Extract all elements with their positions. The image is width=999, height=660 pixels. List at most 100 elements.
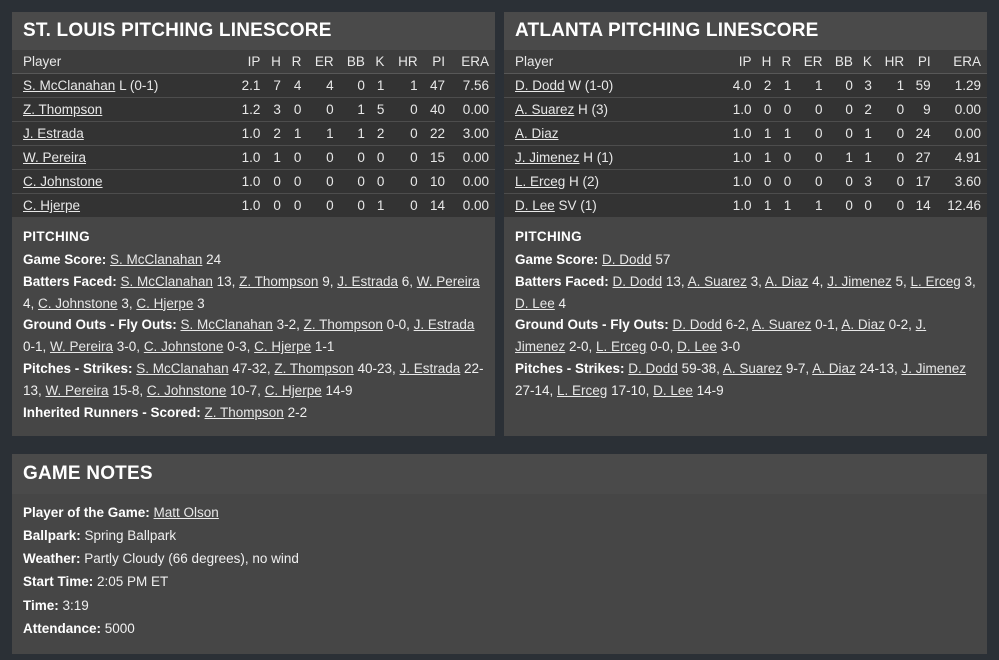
player-link[interactable]: J. Estrada <box>23 126 84 141</box>
player-link[interactable]: J. Estrada <box>337 273 398 289</box>
table-row: A. Diaz 1.0 1 1 0 0 1 0 24 0.00 <box>504 121 987 146</box>
player-link[interactable]: A. Diaz <box>812 361 856 377</box>
player-link[interactable]: L. Erceg <box>557 383 608 399</box>
player-link[interactable]: Z. Thompson <box>303 317 383 333</box>
stat-cell: 1 <box>777 121 798 146</box>
player-link[interactable]: D. Dodd <box>672 317 723 333</box>
player-link[interactable]: S. McClanahan <box>23 78 116 93</box>
player-cell: A. Diaz <box>504 121 727 146</box>
pitching-detail-label: Ground Outs - Fly Outs: <box>23 317 181 333</box>
player-link[interactable]: C. Johnstone <box>146 383 227 399</box>
stat-cell: 59 <box>910 73 937 98</box>
player-link[interactable]: J. Estrada <box>399 361 461 377</box>
player-link[interactable]: W. Pereira <box>416 273 480 289</box>
player-link[interactable]: A. Suarez <box>752 317 812 333</box>
stat-cell: 1 <box>777 193 798 217</box>
player-link[interactable]: W. Pereira <box>45 383 109 399</box>
game-note-value: Partly Cloudy (66 degrees), no wind <box>84 551 299 567</box>
column-header-ip: IP <box>234 50 267 74</box>
stat-cell: 4 <box>286 73 308 98</box>
player-link[interactable]: Z. Thompson <box>23 102 103 117</box>
player-link[interactable]: J. Jimenez <box>515 150 580 165</box>
detail-value: 4 <box>554 295 567 311</box>
table-row: L. Erceg H (2) 1.0 0 0 0 0 3 0 17 3.60 <box>504 169 987 194</box>
stat-cell: 1.0 <box>726 169 758 194</box>
player-link[interactable]: L. Erceg <box>910 273 961 289</box>
pitching-detail-line: Ground Outs - Fly Outs: D. Dodd 6-2, A. … <box>515 314 976 358</box>
player-link[interactable]: S. McClanahan <box>136 361 229 377</box>
detail-value: 13, <box>662 273 688 289</box>
player-link[interactable]: J. Jimenez <box>827 273 892 289</box>
player-link[interactable]: J. Estrada <box>413 317 475 333</box>
stat-cell: 14 <box>423 193 451 217</box>
player-link[interactable]: A. Suarez <box>515 102 575 117</box>
player-link[interactable]: C. Hjerpe <box>136 295 194 311</box>
detail-value: 17-10, <box>607 383 654 399</box>
stat-cell: 0 <box>266 169 287 194</box>
player-link[interactable]: A. Diaz <box>515 126 559 141</box>
stat-cell: 0 <box>828 169 859 194</box>
player-link[interactable]: C. Hjerpe <box>23 198 81 213</box>
detail-value: 40-23, <box>353 361 400 377</box>
stat-cell: 4.0 <box>726 73 758 98</box>
stat-cell: 7 <box>266 73 287 98</box>
player-link[interactable]: J. Jimenez <box>515 317 927 355</box>
player-link[interactable]: D. Lee <box>677 339 717 355</box>
player-link[interactable]: W. Pereira <box>50 339 114 355</box>
stat-cell: 0 <box>339 145 371 170</box>
stat-cell: 0.00 <box>451 145 495 170</box>
game-notes-body: Player of the Game: Matt Olson Ballpark: … <box>12 494 987 640</box>
pitching-detail-line: Game Score: S. McClanahan 24 <box>23 249 484 271</box>
pitching-linescore-panel-away: ATLANTA PITCHING LINESCORE Player IP H R… <box>504 12 987 436</box>
player-link[interactable]: J. Jimenez <box>901 361 967 377</box>
player-link[interactable]: C. Hjerpe <box>264 383 322 399</box>
pitching-detail-line: Pitches - Strikes: S. McClanahan 47-32, … <box>23 358 484 402</box>
stat-cell: 1.0 <box>234 145 267 170</box>
player-link[interactable]: A. Suarez <box>687 273 747 289</box>
player-link[interactable]: A. Suarez <box>722 361 783 377</box>
player-link[interactable]: D. Lee <box>515 198 555 213</box>
player-link[interactable]: L. Erceg <box>596 339 647 355</box>
player-link[interactable]: S. McClanahan <box>180 317 273 333</box>
stat-cell: 0 <box>858 193 878 217</box>
player-cell: J. Jimenez H (1) <box>504 145 727 170</box>
player-link[interactable]: Z. Thompson <box>239 273 319 289</box>
panel-title-st-louis: ST. LOUIS PITCHING LINESCORE <box>12 12 495 50</box>
pitching-detail-label: Game Score: <box>515 251 603 267</box>
stat-cell: 0 <box>877 121 911 146</box>
detail-value: 57 <box>651 251 671 267</box>
player-link[interactable]: D. Dodd <box>515 78 565 93</box>
column-header-hr: HR <box>877 50 911 74</box>
stat-cell: 1.0 <box>234 121 267 146</box>
stat-cell: 0 <box>757 97 778 122</box>
player-link[interactable]: A. Diaz <box>764 273 809 289</box>
stat-cell: 1 <box>390 73 424 98</box>
player-link[interactable]: Z. Thompson <box>204 404 284 420</box>
detail-value: 10-7, <box>226 383 265 399</box>
player-link[interactable]: Matt Olson <box>153 504 219 520</box>
stat-cell: 1 <box>797 73 829 98</box>
player-link[interactable]: D. Dodd <box>602 251 652 267</box>
detail-value: 5, <box>891 273 911 289</box>
player-link[interactable]: D. Dodd <box>612 273 663 289</box>
player-link[interactable]: W. Pereira <box>23 150 87 165</box>
player-link[interactable]: D. Lee <box>653 383 693 399</box>
player-link[interactable]: C. Johnstone <box>143 339 224 355</box>
player-link[interactable]: L. Erceg <box>515 174 566 189</box>
column-header-ip: IP <box>726 50 758 74</box>
player-link[interactable]: C. Hjerpe <box>254 339 312 355</box>
player-link[interactable]: D. Dodd <box>628 361 678 377</box>
player-link[interactable]: D. Lee <box>515 295 555 311</box>
player-decision: H (1) <box>579 150 614 165</box>
player-link[interactable]: C. Johnstone <box>23 174 103 189</box>
stat-cell: 0 <box>339 169 371 194</box>
player-link[interactable]: C. Johnstone <box>38 295 118 311</box>
pitching-detail-line: Batters Faced: D. Dodd 13, A. Suarez 3, … <box>515 271 976 315</box>
player-link[interactable]: Z. Thompson <box>274 361 354 377</box>
player-link[interactable]: S. McClanahan <box>110 251 203 267</box>
player-link[interactable]: A. Diaz <box>841 317 885 333</box>
player-link[interactable]: S. McClanahan <box>120 273 213 289</box>
player-decision: SV (1) <box>554 198 597 213</box>
stat-cell: 0.00 <box>451 193 495 217</box>
detail-value: 3, <box>746 273 765 289</box>
